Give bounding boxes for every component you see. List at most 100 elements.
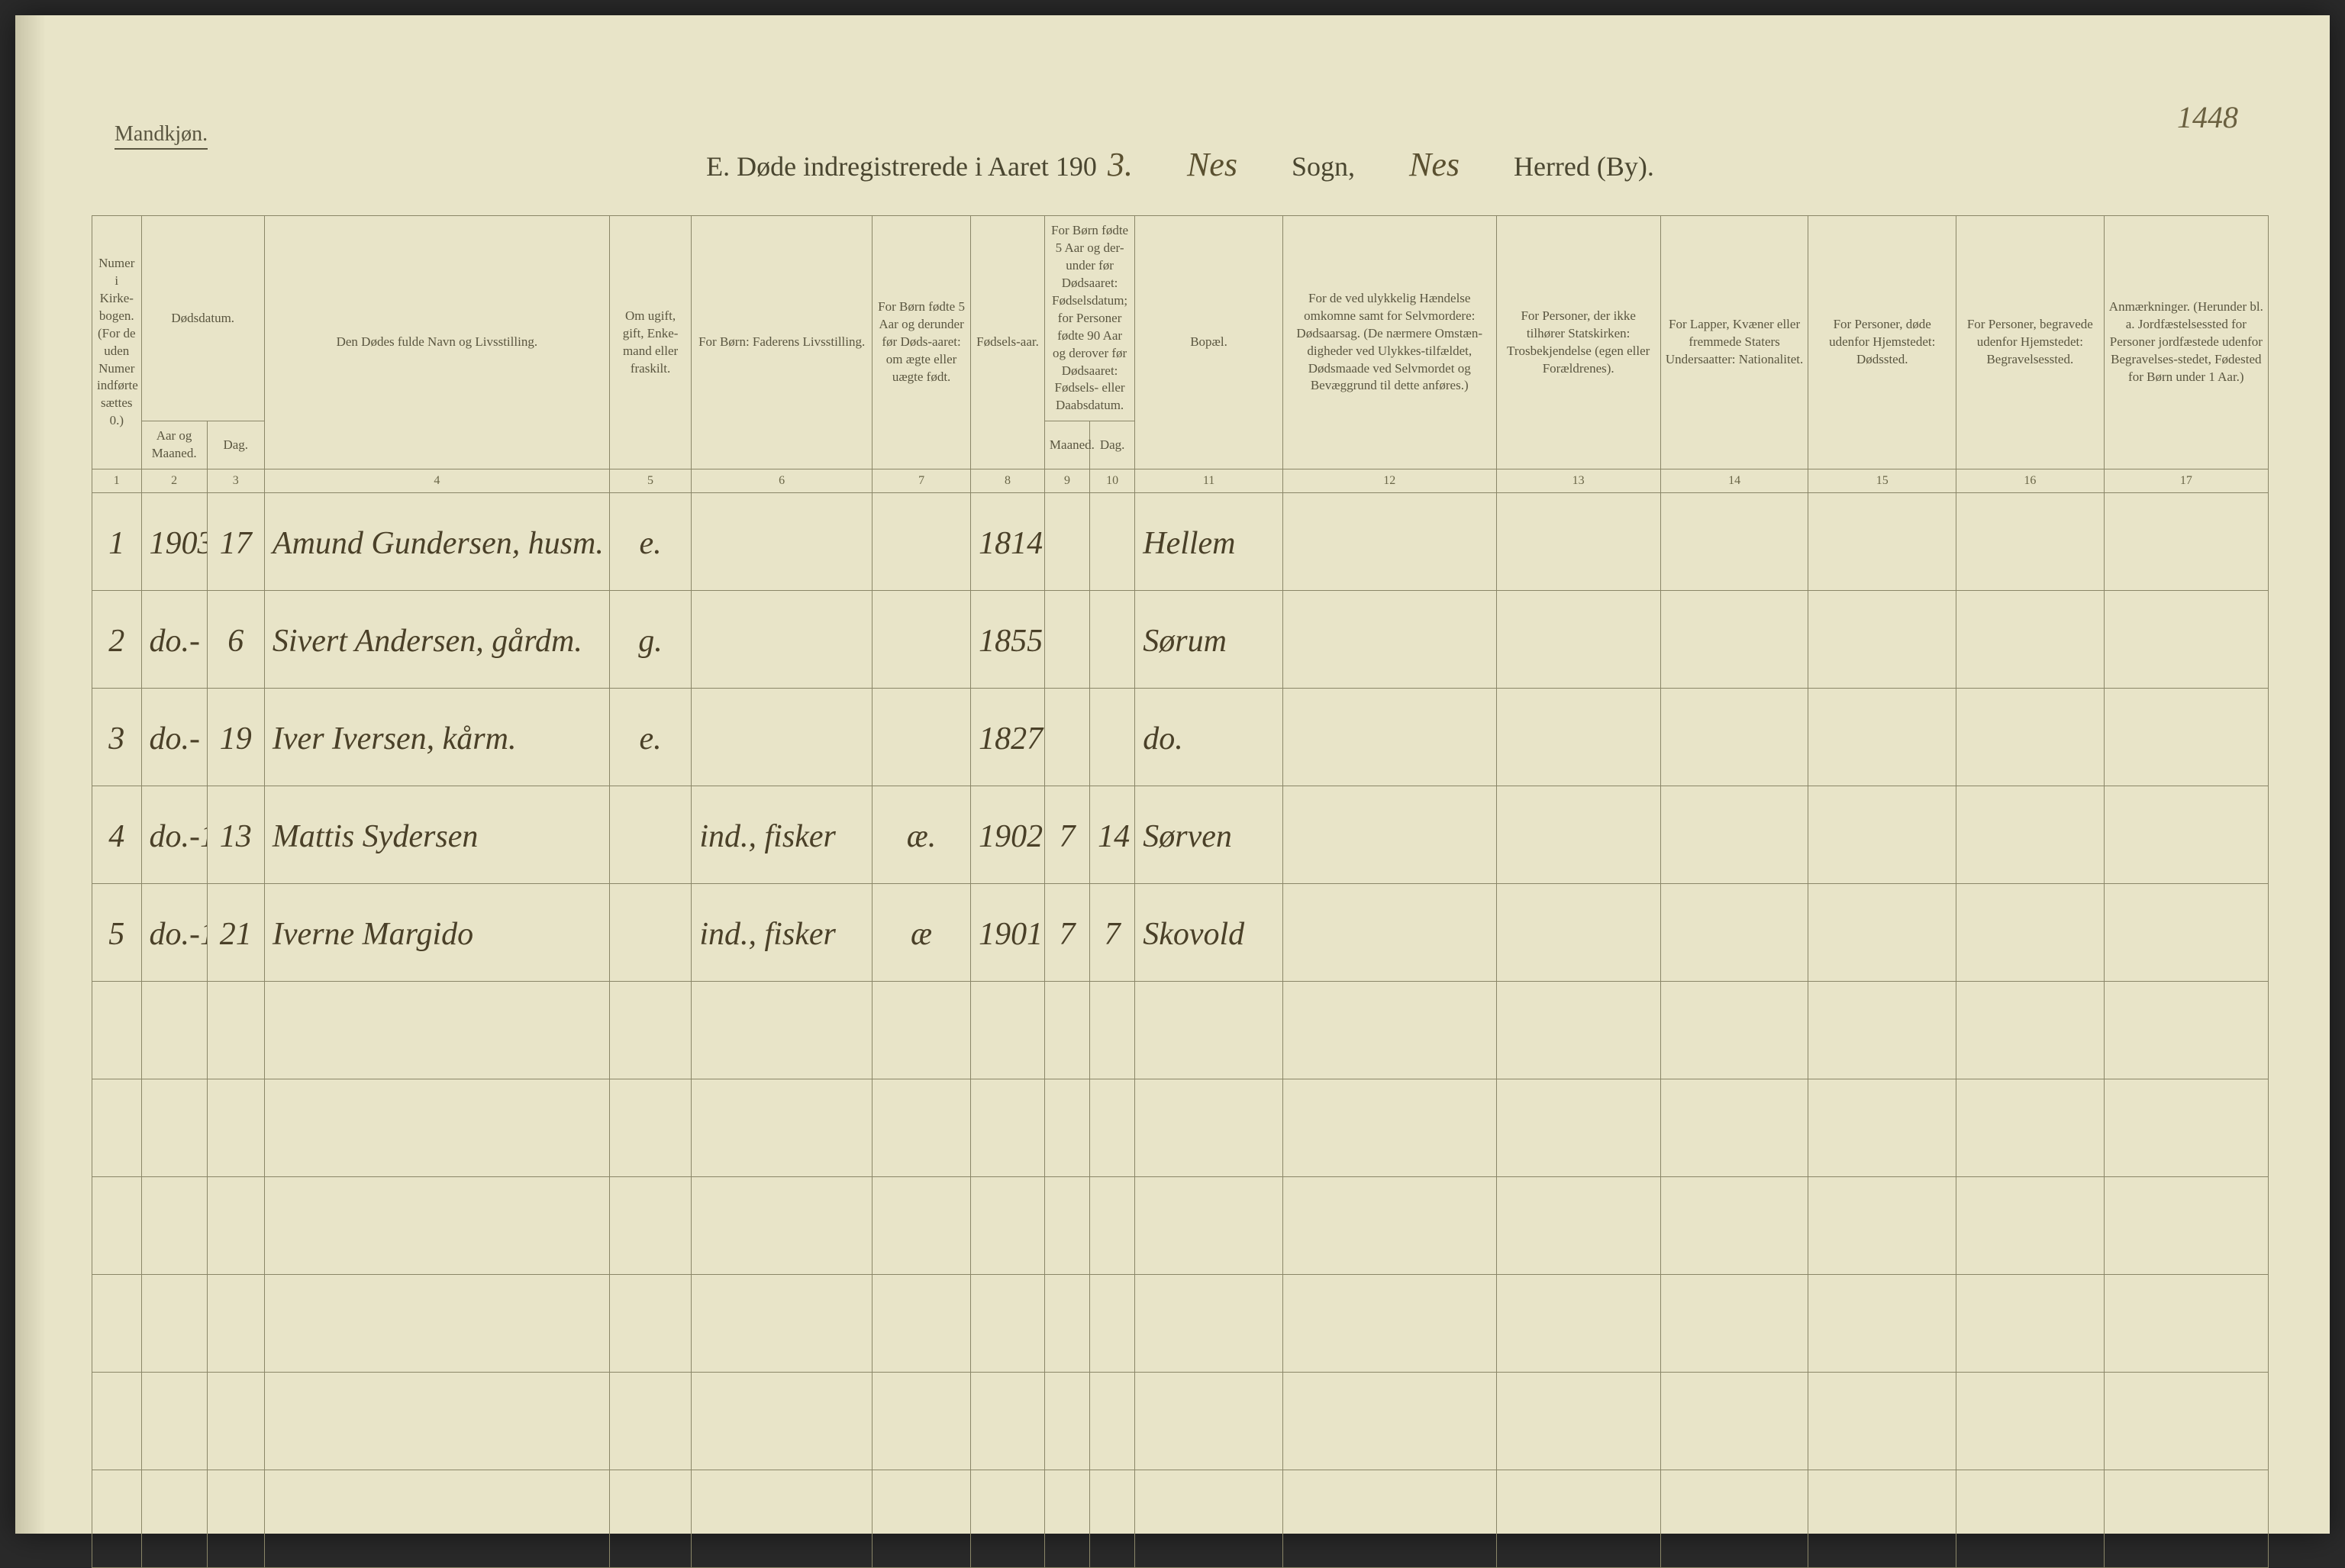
cell [92,1079,142,1176]
cell [609,1176,692,1274]
title-year-suffix: 3. [1108,145,1133,184]
col-number: 9 [1044,469,1089,493]
table-row [92,1470,2269,1567]
cell [1044,492,1089,590]
cell: g. [609,590,692,688]
cell: 13 [207,786,264,883]
cell [2104,590,2268,688]
col-number: 11 [1135,469,1283,493]
col-number: 16 [1956,469,2105,493]
cell [692,688,873,786]
cell [971,1176,1045,1274]
cell [971,981,1045,1079]
cell: 1814 [971,492,1045,590]
cell [1660,1274,1808,1372]
cell [1808,688,1956,786]
cell: ind., fisker [692,786,873,883]
col-header: Om ugift, gift, Enke-mand eller fraskilt… [609,216,692,469]
col-header: Den Dødes fulde Navn og Livsstilling. [264,216,609,469]
cell [1808,1176,1956,1274]
cell [609,1372,692,1470]
cell [1282,1176,1496,1274]
cell [92,1176,142,1274]
cell [1282,590,1496,688]
cell: Hellem [1135,492,1283,590]
cell [692,1372,873,1470]
col-number: 5 [609,469,692,493]
cell: 1901 [971,883,1045,981]
cell [2104,883,2268,981]
col-header: For Personer, begravede udenfor Hjemsted… [1956,216,2105,469]
cell [207,981,264,1079]
cell: 1903. 1 [141,492,207,590]
cell [2104,981,2268,1079]
sogn-script: Nes [1143,145,1281,185]
cell: 19 [207,688,264,786]
col-header: For Personer, der ikke tilhører Statskir… [1496,216,1660,469]
cell [1956,688,2105,786]
cell [873,1470,971,1567]
cell [1496,1274,1660,1372]
cell: 3 [92,688,142,786]
cell [264,981,609,1079]
cell [692,590,873,688]
cell [873,1372,971,1470]
cell [1044,981,1089,1079]
cell [1660,590,1808,688]
cell [2104,1372,2268,1470]
cell: Sivert Andersen, gårdm. [264,590,609,688]
cell [1135,1274,1283,1372]
col-number: 10 [1090,469,1135,493]
cell: e. [609,688,692,786]
col-header: Numer i Kirke-bogen. (For de uden Numer … [92,216,142,469]
table-row: 2do.- 26Sivert Andersen, gårdm.g.1855Sør… [92,590,2269,688]
cell [1496,590,1660,688]
table-row: 3do.- 319Iver Iversen, kårm.e.1827do. [92,688,2269,786]
cell: 7 [1090,883,1135,981]
cell: 6 [207,590,264,688]
cell [141,1274,207,1372]
cell [2104,492,2268,590]
cell [1135,1372,1283,1470]
cell [1496,1176,1660,1274]
cell [264,1372,609,1470]
cell [1956,1176,2105,1274]
cell: Sørven [1135,786,1283,883]
cell [207,1372,264,1470]
cell [141,1470,207,1567]
cell [2104,1079,2268,1176]
cell: do.-10 [141,786,207,883]
cell: 5 [92,883,142,981]
col-number: 1 [92,469,142,493]
cell [873,1079,971,1176]
cell [1496,1372,1660,1470]
herred-script: Nes [1366,145,1503,185]
col-subheader: Dag. [1090,421,1135,469]
cell [1660,1372,1808,1470]
cell [1135,1470,1283,1567]
col-header: Fødsels-aar. [971,216,1045,469]
cell [141,1176,207,1274]
col-subheader: Dag. [207,421,264,469]
cell [92,1274,142,1372]
table-row [92,1274,2269,1372]
herred-label: Herred (By). [1514,150,1654,182]
sogn-label: Sogn, [1292,150,1355,182]
cell [971,1274,1045,1372]
col-number: 2 [141,469,207,493]
cell [1044,590,1089,688]
cell [141,1372,207,1470]
cell [1090,1274,1135,1372]
page-number: 1448 [2177,99,2238,135]
cell [207,1176,264,1274]
cell [1044,1274,1089,1372]
col-number: 15 [1808,469,1956,493]
cell [2104,786,2268,883]
cell [873,688,971,786]
cell: 2 [92,590,142,688]
gender-label: Mandkjøn. [115,122,208,150]
cell [92,1470,142,1567]
cell: 1 [92,492,142,590]
cell: Amund Gundersen, husm. [264,492,609,590]
cell [1808,981,1956,1079]
